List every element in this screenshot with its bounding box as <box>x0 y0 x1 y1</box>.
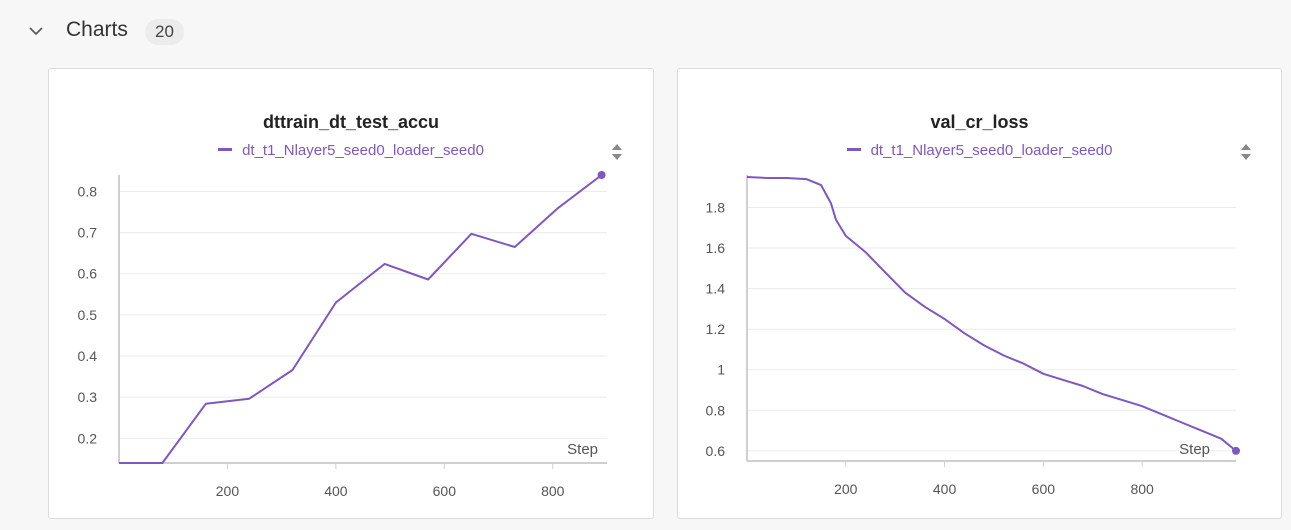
x-axis-label: Step <box>1179 441 1210 458</box>
chart-count-badge: 20 <box>145 19 184 45</box>
x-tick-label: 800 <box>1130 481 1154 497</box>
chart-panel-val-cr-loss[interactable]: 0.6 0.8 1 1.2 1.4 1.6 1.8 200 400 600 800 Step val_… <box>677 68 1282 519</box>
sort-icon[interactable] <box>1240 142 1252 162</box>
charts-section-header: Charts 20 <box>0 0 1291 62</box>
legend-swatch <box>218 147 233 151</box>
series-line <box>746 176 1237 452</box>
y-tick-label: 1.4 <box>706 281 726 297</box>
chart-plot-dttrain: 0.2 0.3 0.4 0.5 0.6 0.7 0.8 200 400 600 800 Step <box>78 171 607 499</box>
x-axis-label: Step <box>567 441 598 458</box>
chart-plot-val-cr-loss: 0.6 0.8 1 1.2 1.4 1.6 1.8 200 400 600 800 Step <box>706 175 1240 497</box>
legend-swatch <box>846 147 861 151</box>
y-tick-label: 0.2 <box>78 430 98 446</box>
x-tick-label: 800 <box>541 483 565 499</box>
y-tick-label: 0.3 <box>78 389 98 405</box>
y-tick-label: 1.6 <box>706 240 726 256</box>
y-tick-label: 0.8 <box>78 183 98 199</box>
x-tick-label: 600 <box>1032 481 1056 497</box>
series-end-point <box>1232 446 1240 455</box>
y-tick-label: 0.7 <box>78 225 98 241</box>
x-tick-label: 200 <box>216 483 240 499</box>
y-tick-label: 1.8 <box>706 199 726 215</box>
x-tick-label: 200 <box>834 481 858 497</box>
legend-item: dt_t1_Nlayer5_seed0_loader_seed0 <box>678 142 1281 159</box>
chevron-down-icon[interactable] <box>27 22 45 40</box>
x-tick-label: 400 <box>324 483 348 499</box>
series-line <box>119 174 603 464</box>
panel-title: val_cr_loss <box>930 112 1029 132</box>
y-tick-label: 0.6 <box>78 266 98 282</box>
panel-title: dttrain_dt_test_accu <box>262 112 440 132</box>
y-tick-label: 0.4 <box>78 348 98 364</box>
y-tick-label: 0.5 <box>78 307 98 323</box>
legend-label: dt_t1_Nlayer5_seed0_loader_seed0 <box>242 142 484 159</box>
y-tick-label: 1.2 <box>706 321 726 337</box>
y-tick-label: 0.6 <box>706 443 726 459</box>
sort-icon[interactable] <box>611 142 623 162</box>
chart-panel-dttrain[interactable]: 0.2 0.3 0.4 0.5 0.6 0.7 0.8 200 400 600 800 Step dt… <box>48 68 654 519</box>
y-tick-label: 0.8 <box>706 402 726 418</box>
y-tick-label: 1 <box>717 362 725 378</box>
legend-item: dt_t1_Nlayer5_seed0_loader_seed0 <box>49 142 653 159</box>
x-tick-label: 600 <box>433 483 457 499</box>
legend-label: dt_t1_Nlayer5_seed0_loader_seed0 <box>870 142 1113 159</box>
x-tick-label: 400 <box>933 481 957 497</box>
section-title: Charts <box>66 18 128 41</box>
series-end-point <box>597 171 606 179</box>
